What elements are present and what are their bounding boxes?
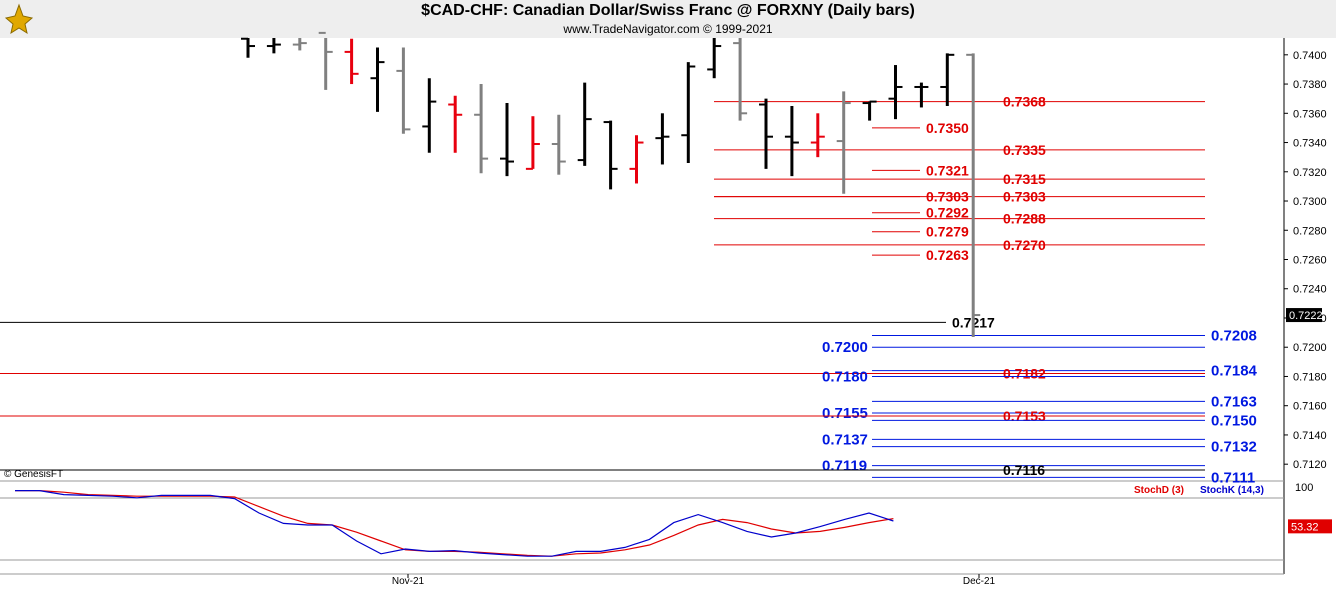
level-label: 0.7335 xyxy=(1003,142,1046,158)
ohlc-bar xyxy=(422,78,437,153)
price-tick-label: 0.7380 xyxy=(1293,79,1327,91)
ohlc-bar xyxy=(292,38,307,51)
chart-header xyxy=(0,0,1336,38)
level-label: 0.7288 xyxy=(1003,211,1046,227)
stochk-line xyxy=(15,490,894,557)
last-price-label: 0.7222 xyxy=(1289,310,1323,322)
ohlc-bar xyxy=(577,82,592,166)
level-label: 0.7137 xyxy=(822,431,868,448)
level-label: 0.7303 xyxy=(1003,189,1046,205)
chart-frame: © GenesisFT xyxy=(0,38,1336,575)
level-label: 0.7350 xyxy=(926,120,969,136)
ohlc-bar xyxy=(655,113,670,165)
level-label: 0.7315 xyxy=(1003,171,1046,187)
level-label: 0.7150 xyxy=(1211,412,1257,429)
ohlc-bar xyxy=(836,91,851,194)
level-label: 0.7184 xyxy=(1211,363,1258,380)
chart-subtitle: www.TradeNavigator.com © 1999-2021 xyxy=(563,22,773,36)
level-label: 0.7111 xyxy=(1211,469,1255,486)
ohlc-bar xyxy=(914,82,929,108)
date-axis: Nov-21 Dec-21 xyxy=(392,574,996,587)
ohlc-bar xyxy=(370,47,385,112)
stochastic-panel: 100 StochD (3) StochK (14,3) 53.32 xyxy=(0,482,1332,561)
level-label: 0.7180 xyxy=(822,368,868,385)
ohlc-bar xyxy=(551,114,566,175)
price-tick-label: 0.7120 xyxy=(1293,459,1327,471)
price-tick-label: 0.7160 xyxy=(1293,401,1327,413)
level-label: 0.7116 xyxy=(1003,462,1045,478)
level-label: 0.7153 xyxy=(1003,408,1046,424)
date-tick-label: Dec-21 xyxy=(963,576,996,587)
level-label: 0.7368 xyxy=(1003,94,1046,110)
level-label: 0.7182 xyxy=(1003,366,1046,382)
level-label: 0.7200 xyxy=(822,339,868,356)
ohlc-bar xyxy=(448,95,463,153)
level-label: 0.7132 xyxy=(1211,439,1257,456)
price-tick-label: 0.7360 xyxy=(1293,108,1327,120)
trade-navigator-logo-icon xyxy=(4,3,34,35)
price-tick-label: 0.7340 xyxy=(1293,138,1327,150)
axis-background xyxy=(1284,38,1336,573)
stoch-last-label: 53.32 xyxy=(1291,521,1319,533)
watermark: © GenesisFT xyxy=(4,469,63,480)
price-tick-label: 0.7240 xyxy=(1293,284,1327,296)
level-label: 0.7208 xyxy=(1211,328,1257,345)
ohlc-bar xyxy=(888,65,903,120)
ohlc-bar xyxy=(784,105,799,177)
ohlc-bar xyxy=(707,38,722,79)
ohlc-bar xyxy=(759,98,773,169)
ohlc-bars xyxy=(241,31,981,337)
price-tick-label: 0.7140 xyxy=(1293,430,1327,442)
price-tick-label: 0.7180 xyxy=(1293,371,1327,383)
ohlc-bar xyxy=(862,100,877,121)
level-label: 0.7270 xyxy=(1003,237,1046,253)
ohlc-bar xyxy=(681,62,696,164)
price-tick-label: 0.7320 xyxy=(1293,167,1327,179)
level-label: 0.7279 xyxy=(926,224,969,240)
ohlc-bar xyxy=(500,103,514,177)
ohlc-bar xyxy=(344,38,359,85)
last-price-marker xyxy=(1286,308,1322,323)
ohlc-bar xyxy=(241,37,255,58)
ohlc-bar xyxy=(474,84,489,174)
ohlc-bar xyxy=(733,38,748,121)
stochd-legend: StochD (3) xyxy=(1134,485,1184,496)
ohlc-bar xyxy=(940,53,955,106)
ohlc-bar xyxy=(603,120,618,190)
stoch-last-marker xyxy=(1288,519,1332,534)
price-tick-label: 0.7300 xyxy=(1293,196,1327,208)
stochd-line xyxy=(15,490,894,557)
level-label: 0.7292 xyxy=(926,205,969,221)
price-tick-label: 0.7400 xyxy=(1293,50,1327,62)
price-tick-label: 0.7200 xyxy=(1293,342,1327,354)
ohlc-bar xyxy=(525,116,540,170)
stochk-legend: StochK (14,3) xyxy=(1200,485,1264,496)
level-label: 0.7321 xyxy=(926,162,969,178)
level-label: 0.7155 xyxy=(822,405,868,422)
ohlc-bar xyxy=(810,113,825,158)
ohlc-bar xyxy=(266,38,281,54)
chart-title: $CAD-CHF: Canadian Dollar/Swiss Franc @ … xyxy=(421,2,915,19)
ohlc-bar xyxy=(318,31,333,90)
stoch-axis-label: 100 xyxy=(1295,482,1313,494)
price-tick-label: 0.7260 xyxy=(1293,255,1327,267)
date-tick-label: Nov-21 xyxy=(392,576,425,587)
ohlc-bar xyxy=(629,135,644,184)
ohlc-bar xyxy=(396,47,411,134)
price-axis: 0.7400 0.7380 0.7360 0.7340 0.7320 0.7300 0.72… xyxy=(1284,50,1327,471)
level-label: 0.7163 xyxy=(1211,393,1257,410)
level-label: 0.7263 xyxy=(926,247,969,263)
ohlc-bar xyxy=(966,53,981,337)
price-tick-label: 0.7280 xyxy=(1293,225,1327,237)
level-label: 0.7119 xyxy=(822,458,867,475)
